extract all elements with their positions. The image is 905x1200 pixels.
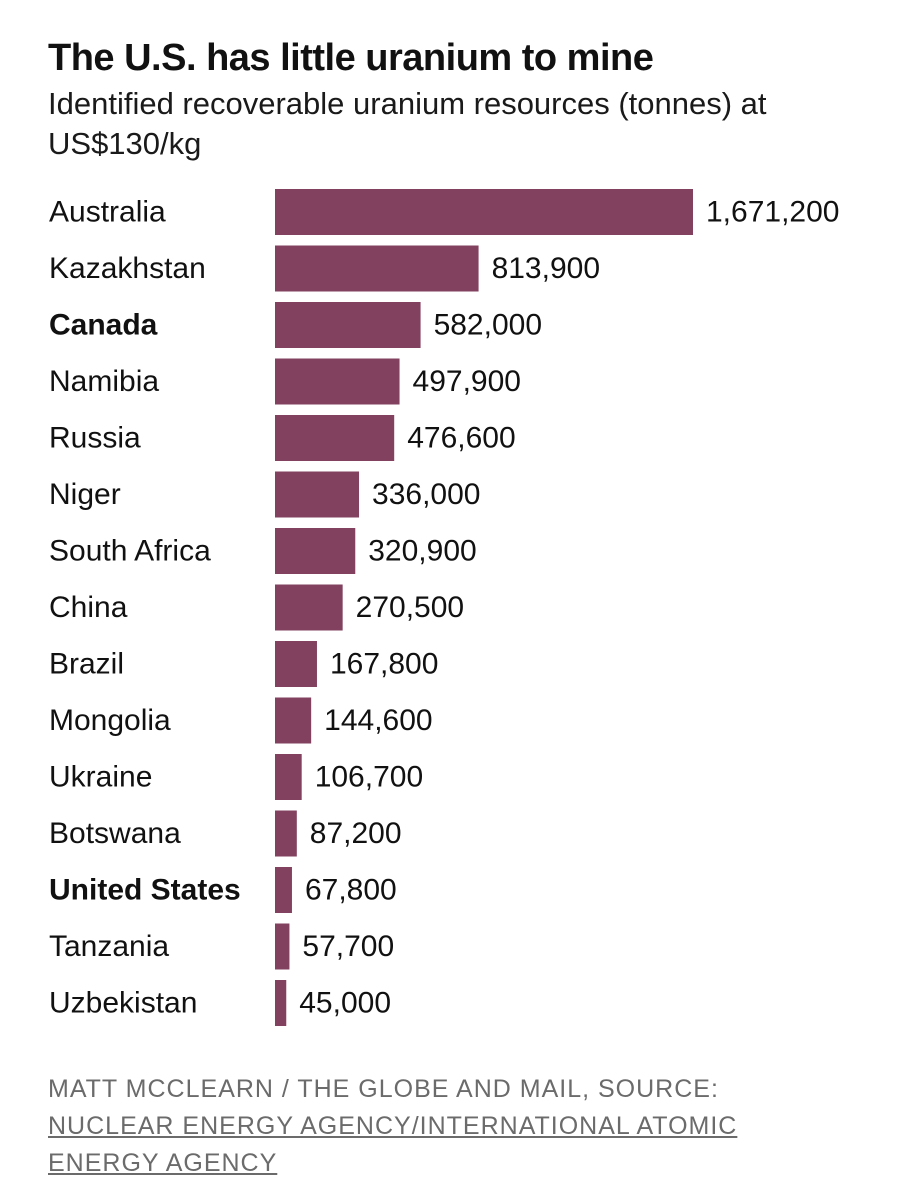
category-label: South Africa: [49, 535, 211, 568]
value-label: 270,500: [356, 591, 464, 624]
source-link[interactable]: NUCLEAR ENERGY AGENCY/INTERNATIONAL ATOM…: [48, 1112, 738, 1177]
category-label: Australia: [49, 196, 166, 229]
bar: [275, 697, 312, 744]
bar: [275, 528, 356, 574]
category-label: Brazil: [49, 648, 124, 681]
bar: [275, 641, 317, 687]
chart-subtitle: Identified recoverable uranium resources…: [48, 86, 767, 161]
bar: [275, 867, 292, 913]
category-label: Russia: [49, 422, 141, 455]
value-label: 144,600: [324, 704, 432, 737]
category-label: China: [49, 591, 128, 624]
value-label: 813,900: [492, 252, 600, 285]
category-label: Namibia: [49, 365, 159, 398]
category-label: Ukraine: [49, 761, 152, 794]
category-label: Niger: [49, 478, 121, 511]
category-label: Botswana: [49, 817, 181, 850]
bar: [275, 471, 360, 518]
value-label: 87,200: [310, 817, 402, 850]
bar: [275, 415, 395, 461]
value-label: 320,900: [368, 535, 476, 568]
category-label: Kazakhstan: [49, 252, 206, 285]
bar: [275, 754, 302, 800]
bar: [275, 302, 421, 348]
value-label: 57,700: [302, 930, 394, 963]
value-label: 167,800: [330, 648, 438, 681]
bar: [275, 189, 693, 235]
source-note: MATT MCCLEARN / THE GLOBE AND MAIL, SOUR…: [48, 1071, 848, 1182]
bar: [275, 245, 479, 292]
category-label: Tanzania: [49, 930, 169, 963]
value-label: 497,900: [413, 365, 521, 398]
value-label: 476,600: [407, 422, 515, 455]
bar: [275, 980, 287, 1026]
bar-chart: Australia 1,671,200 Kazakhstan 813,900 Canad…: [49, 189, 839, 1026]
bar: [275, 358, 400, 405]
value-label: 45,000: [299, 987, 391, 1020]
category-label: Uzbekistan: [49, 987, 197, 1020]
value-label: 336,000: [372, 478, 480, 511]
value-label: 1,671,200: [706, 196, 839, 229]
value-label: 106,700: [315, 761, 423, 794]
category-label: Mongolia: [49, 704, 171, 737]
category-label: United States: [49, 874, 241, 907]
source-credit: MATT MCCLEARN / THE GLOBE AND MAIL, SOUR…: [48, 1075, 719, 1103]
category-label: Canada: [49, 309, 158, 342]
bar: [275, 923, 290, 970]
value-label: 582,000: [434, 309, 542, 342]
chart-title: The U.S. has little uranium to mine: [48, 37, 654, 79]
value-label: 67,800: [305, 874, 397, 907]
bar: [275, 810, 297, 857]
bar: [275, 584, 343, 631]
